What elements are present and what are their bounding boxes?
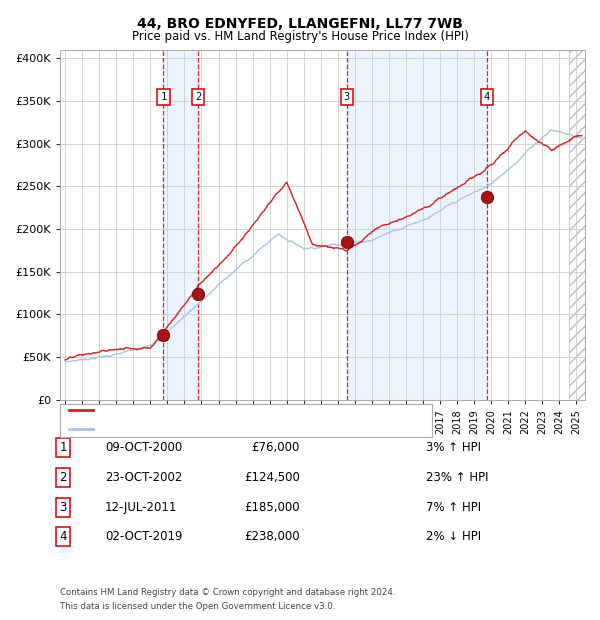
- Text: Contains HM Land Registry data © Crown copyright and database right 2024.: Contains HM Land Registry data © Crown c…: [60, 588, 395, 596]
- Text: 2% ↓ HPI: 2% ↓ HPI: [426, 531, 481, 543]
- Text: 23% ↑ HPI: 23% ↑ HPI: [426, 471, 488, 484]
- Text: 23-OCT-2002: 23-OCT-2002: [105, 471, 182, 484]
- Text: 12-JUL-2011: 12-JUL-2011: [105, 501, 178, 513]
- Bar: [163, 50, 198, 400]
- Text: 3% ↑ HPI: 3% ↑ HPI: [426, 441, 481, 454]
- Bar: [569, 50, 585, 400]
- Text: HPI: Average price, detached house, Isle of Anglesey: HPI: Average price, detached house, Isle…: [98, 424, 373, 435]
- Text: £76,000: £76,000: [251, 441, 300, 454]
- Text: 02-OCT-2019: 02-OCT-2019: [105, 531, 182, 543]
- Text: 3: 3: [344, 92, 350, 102]
- Text: 1: 1: [59, 441, 67, 454]
- Text: 3: 3: [59, 501, 67, 513]
- Text: This data is licensed under the Open Government Licence v3.0.: This data is licensed under the Open Gov…: [60, 602, 335, 611]
- Text: £185,000: £185,000: [244, 501, 300, 513]
- Text: £238,000: £238,000: [244, 531, 300, 543]
- Text: 4: 4: [59, 531, 67, 543]
- Text: 1: 1: [160, 92, 167, 102]
- Text: 44, BRO EDNYFED, LLANGEFNI, LL77 7WB: 44, BRO EDNYFED, LLANGEFNI, LL77 7WB: [137, 17, 463, 32]
- Text: £124,500: £124,500: [244, 471, 300, 484]
- Text: 7% ↑ HPI: 7% ↑ HPI: [426, 501, 481, 513]
- Text: 2: 2: [59, 471, 67, 484]
- Text: 09-OCT-2000: 09-OCT-2000: [105, 441, 182, 454]
- Text: 4: 4: [484, 92, 490, 102]
- Text: 44, BRO EDNYFED, LLANGEFNI, LL77 7WB (detached house): 44, BRO EDNYFED, LLANGEFNI, LL77 7WB (de…: [98, 404, 410, 415]
- Bar: [347, 50, 487, 400]
- Text: Price paid vs. HM Land Registry's House Price Index (HPI): Price paid vs. HM Land Registry's House …: [131, 30, 469, 43]
- Text: 2: 2: [195, 92, 202, 102]
